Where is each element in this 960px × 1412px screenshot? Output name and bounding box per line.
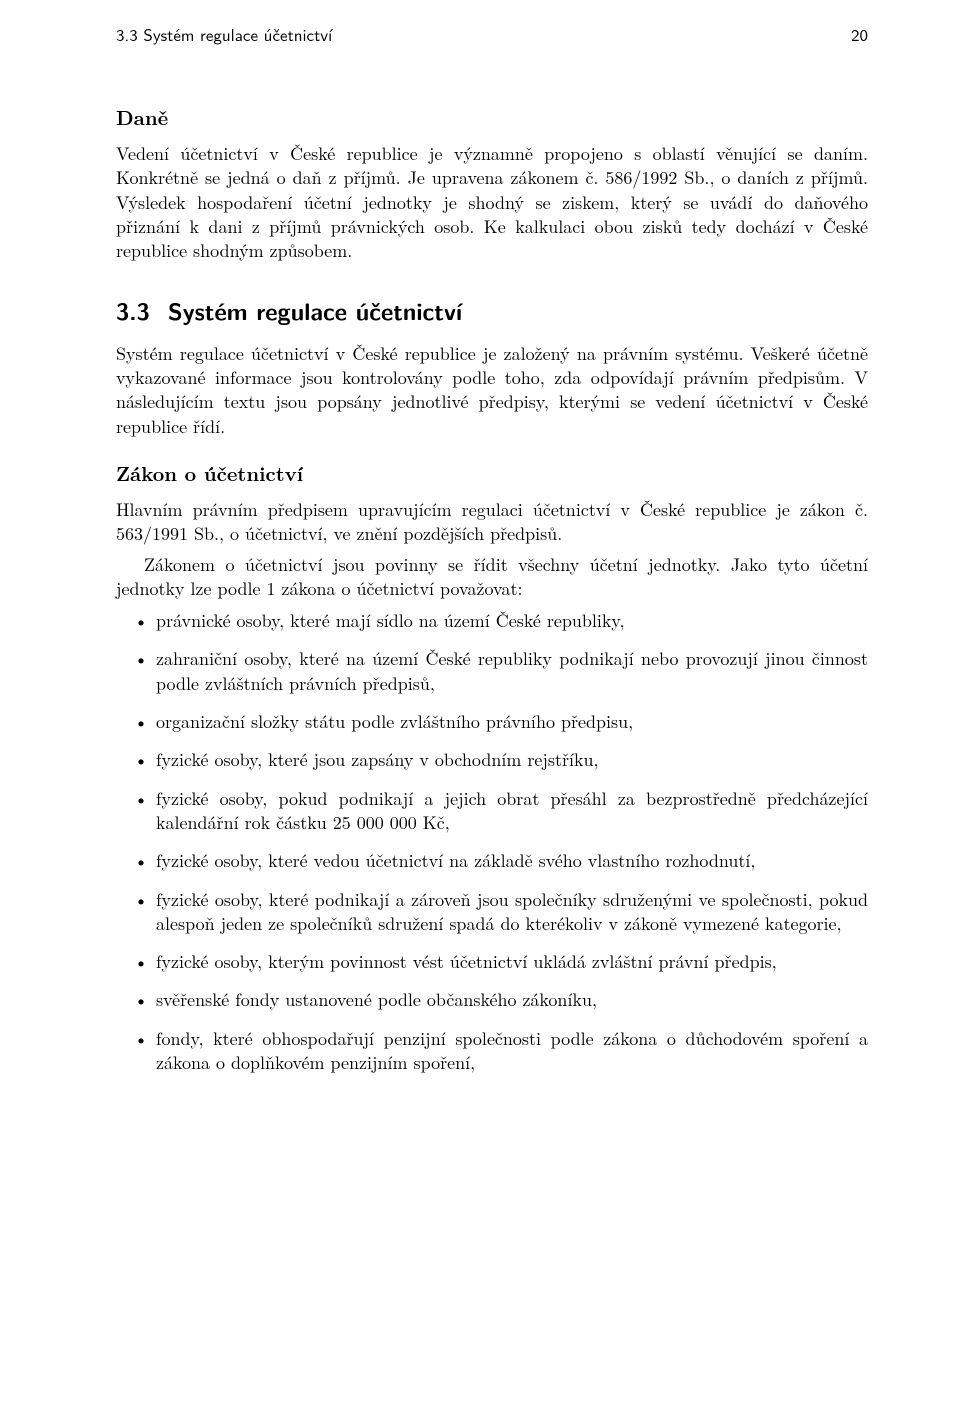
section-heading-3-3: 3.3Systém regulace účetnictví: [116, 295, 868, 327]
subsubheading-zakon: Zákon o účetnictví: [116, 459, 868, 486]
list-item: svěřenské fondy ustanovené podle občansk…: [116, 988, 868, 1012]
list-item: organizační složky státu podle zvláštníh…: [116, 710, 868, 734]
paragraph-zakon-1: Hlavním právním předpisem upravujícím re…: [116, 498, 868, 547]
running-head-page-number: 20: [851, 24, 868, 47]
page: 3.3 Systém regulace účetnictví 20 Daně V…: [0, 0, 960, 1412]
list-item: fyzické osoby, které vedou účetnictví na…: [116, 849, 868, 873]
section-title: Systém regulace účetnictví: [168, 294, 462, 328]
paragraph-zakon-2: Zákonem o účetnictví jsou povinny se říd…: [116, 553, 868, 602]
section-number: 3.3: [116, 295, 168, 327]
list-item: fyzické osoby, které jsou zapsány v obch…: [116, 748, 868, 772]
running-head-title: 3.3 Systém regulace účetnictví: [116, 24, 332, 47]
list-item: fyzické osoby, kterým povinnost vést úče…: [116, 950, 868, 974]
list-item: fyzické osoby, pokud podnikají a jejich …: [116, 787, 868, 836]
paragraph-3-3-intro: Systém regulace účetnictví v České repub…: [116, 342, 868, 439]
list-item: právnické osoby, které mají sídlo na úze…: [116, 609, 868, 633]
paragraph-dane: Vedení účetnictví v České republice je v…: [116, 142, 868, 263]
list-item: fyzické osoby, které podnikají a zároveň…: [116, 888, 868, 937]
zakon-list: právnické osoby, které mají sídlo na úze…: [116, 609, 868, 1075]
spacer: [116, 445, 868, 455]
running-head: 3.3 Systém regulace účetnictví 20: [116, 24, 868, 47]
list-item: fondy, které obhospodařují penzijní spol…: [116, 1027, 868, 1076]
subsubheading-dane: Daně: [116, 103, 868, 130]
list-item: zahraniční osoby, které na území České r…: [116, 647, 868, 696]
